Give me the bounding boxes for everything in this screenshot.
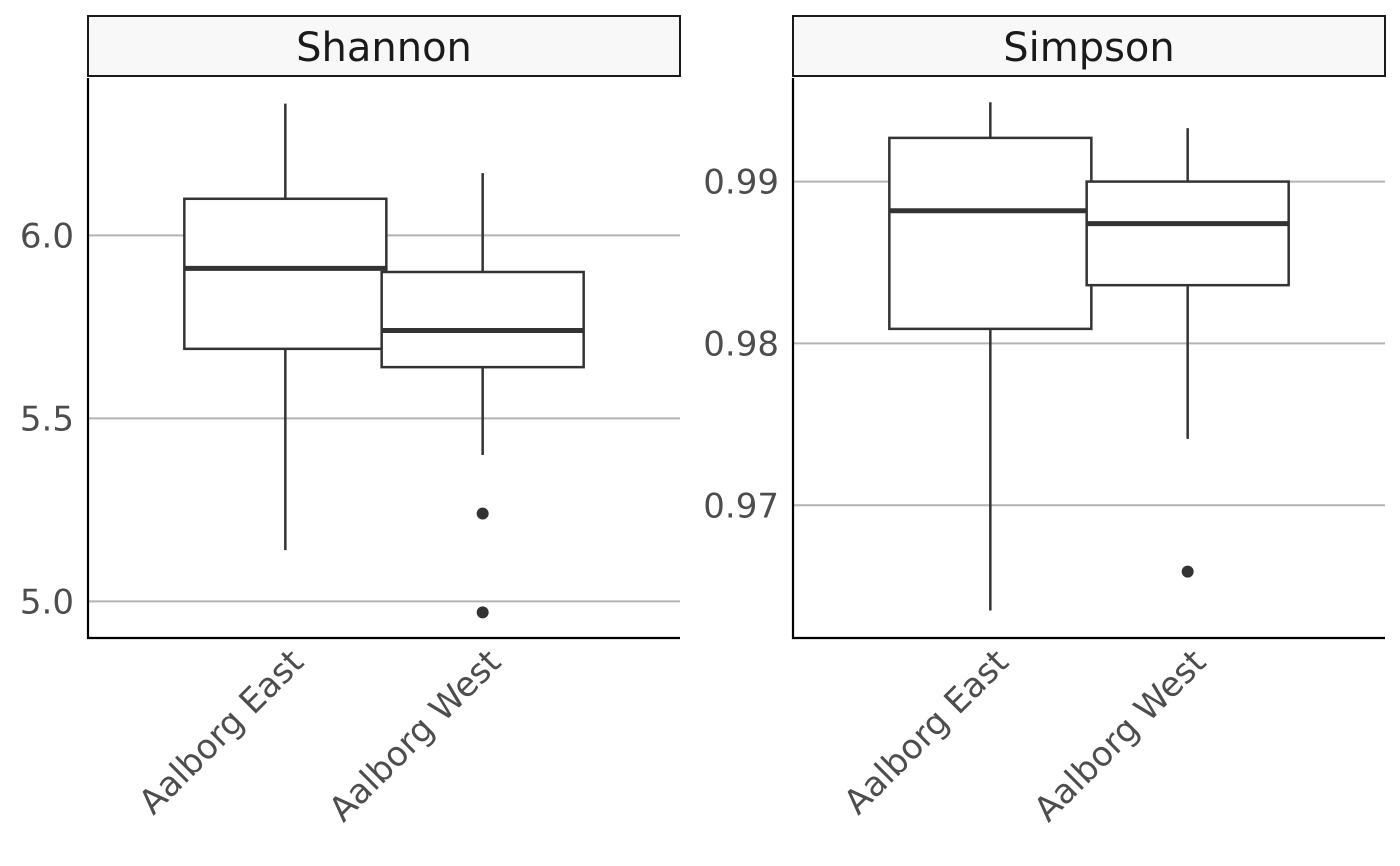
axis-lines	[791, 78, 1385, 640]
box-iqr	[183, 197, 388, 351]
axis-lines	[86, 78, 680, 640]
outlier-point	[1181, 565, 1194, 578]
box-aalborg-east	[888, 102, 1093, 611]
box-aalborg-west	[380, 173, 585, 619]
x-category-label: Aalborg West	[1026, 642, 1214, 830]
box-aalborg-west	[1085, 128, 1290, 578]
box-aalborg-east	[183, 103, 388, 551]
x-category-label: Aalborg East	[836, 642, 1016, 822]
y-tick-label: 6.0	[20, 216, 74, 256]
facet-panel-shannon: Shannon 5.0 5.5 6.0 Aalborg East Aalborg West	[20, 15, 681, 830]
facet-panel-simpson: Simpson 0.97 0.98 0.99 Aalborg East Aalborg W…	[703, 15, 1386, 830]
outlier-point	[476, 507, 489, 520]
y-tick-label: 0.98	[703, 324, 779, 364]
facet-strip	[87, 15, 681, 77]
box-iqr	[380, 270, 585, 369]
facet-title: Shannon	[296, 25, 472, 71]
facet-title: Simpson	[1003, 25, 1175, 71]
y-tick-label: 5.5	[20, 399, 74, 439]
facet-strip	[792, 15, 1386, 77]
y-tick-label: 0.99	[703, 163, 779, 203]
box-iqr	[888, 136, 1093, 331]
y-tick-label: 5.0	[20, 582, 74, 622]
outlier-point	[476, 606, 489, 619]
box-iqr	[1085, 180, 1290, 287]
y-tick-label: 0.97	[703, 486, 779, 526]
x-category-label: Aalborg East	[131, 642, 311, 822]
x-category-label: Aalborg West	[321, 642, 509, 830]
